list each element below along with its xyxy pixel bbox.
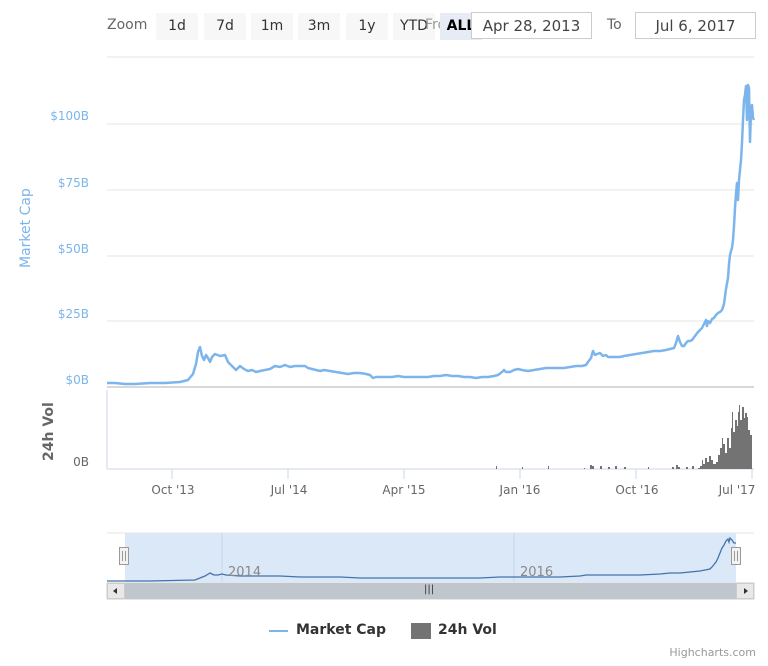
arrow-left-icon (113, 588, 117, 594)
navigator-selected-range[interactable] (125, 533, 736, 582)
range-button-1d[interactable]: 1d (156, 13, 198, 40)
market-cap-series-line[interactable] (107, 83, 756, 386)
x-tick-jan16: Jan '16 (499, 483, 541, 497)
legend-item-24h-vol[interactable]: 24h Vol (438, 622, 497, 638)
highcharts-credit-link[interactable]: Highcharts.com (669, 646, 756, 659)
scrollbar-thumb[interactable] (125, 583, 736, 599)
range-button-7d[interactable]: 7d (204, 13, 246, 40)
x-tick-oct16: Oct '16 (615, 483, 659, 497)
y-tick-100b: $100B (50, 109, 89, 123)
x-tick-jul17: Jul '17 (718, 483, 756, 497)
legend-item-market-cap[interactable]: Market Cap (296, 622, 387, 638)
arrow-right-icon (744, 588, 748, 594)
from-date-input[interactable]: Apr 28, 2013 (471, 12, 592, 39)
x-tick-apr15: Apr '15 (382, 483, 426, 497)
y-tick-50b: $50B (57, 242, 89, 256)
x-tick-jul14: Jul '14 (270, 483, 308, 497)
x-axis-ticks (171, 469, 753, 479)
volume-tick-0b: 0B (73, 455, 89, 469)
x-tick-oct13: Oct '13 (151, 483, 195, 497)
navigator-label-2016: 2016 (520, 565, 554, 580)
legend-square-icon (411, 623, 431, 639)
navigator-series-line (107, 536, 736, 582)
navigator-label-2014: 2014 (228, 565, 262, 580)
range-button-1m[interactable]: 1m (251, 13, 293, 40)
range-button-3m[interactable]: 3m (298, 13, 340, 40)
zoom-label: Zoom (107, 17, 148, 33)
volume-series-bars[interactable] (496, 405, 752, 469)
to-label: To (607, 17, 622, 33)
range-button-ytd[interactable]: YTD (393, 13, 435, 40)
gridlines (107, 56, 754, 322)
y-tick-25b: $25B (57, 307, 89, 321)
to-date-input[interactable]: Jul 6, 2017 (635, 12, 756, 39)
y-tick-75b: $75B (57, 176, 89, 190)
navigator-left-handle[interactable] (119, 547, 129, 565)
range-button-1y[interactable]: 1y (346, 13, 388, 40)
y-tick-0b: $0B (65, 373, 89, 387)
scrollbar-grip-icon: ||| (424, 584, 435, 595)
navigator-right-handle[interactable] (731, 547, 741, 565)
